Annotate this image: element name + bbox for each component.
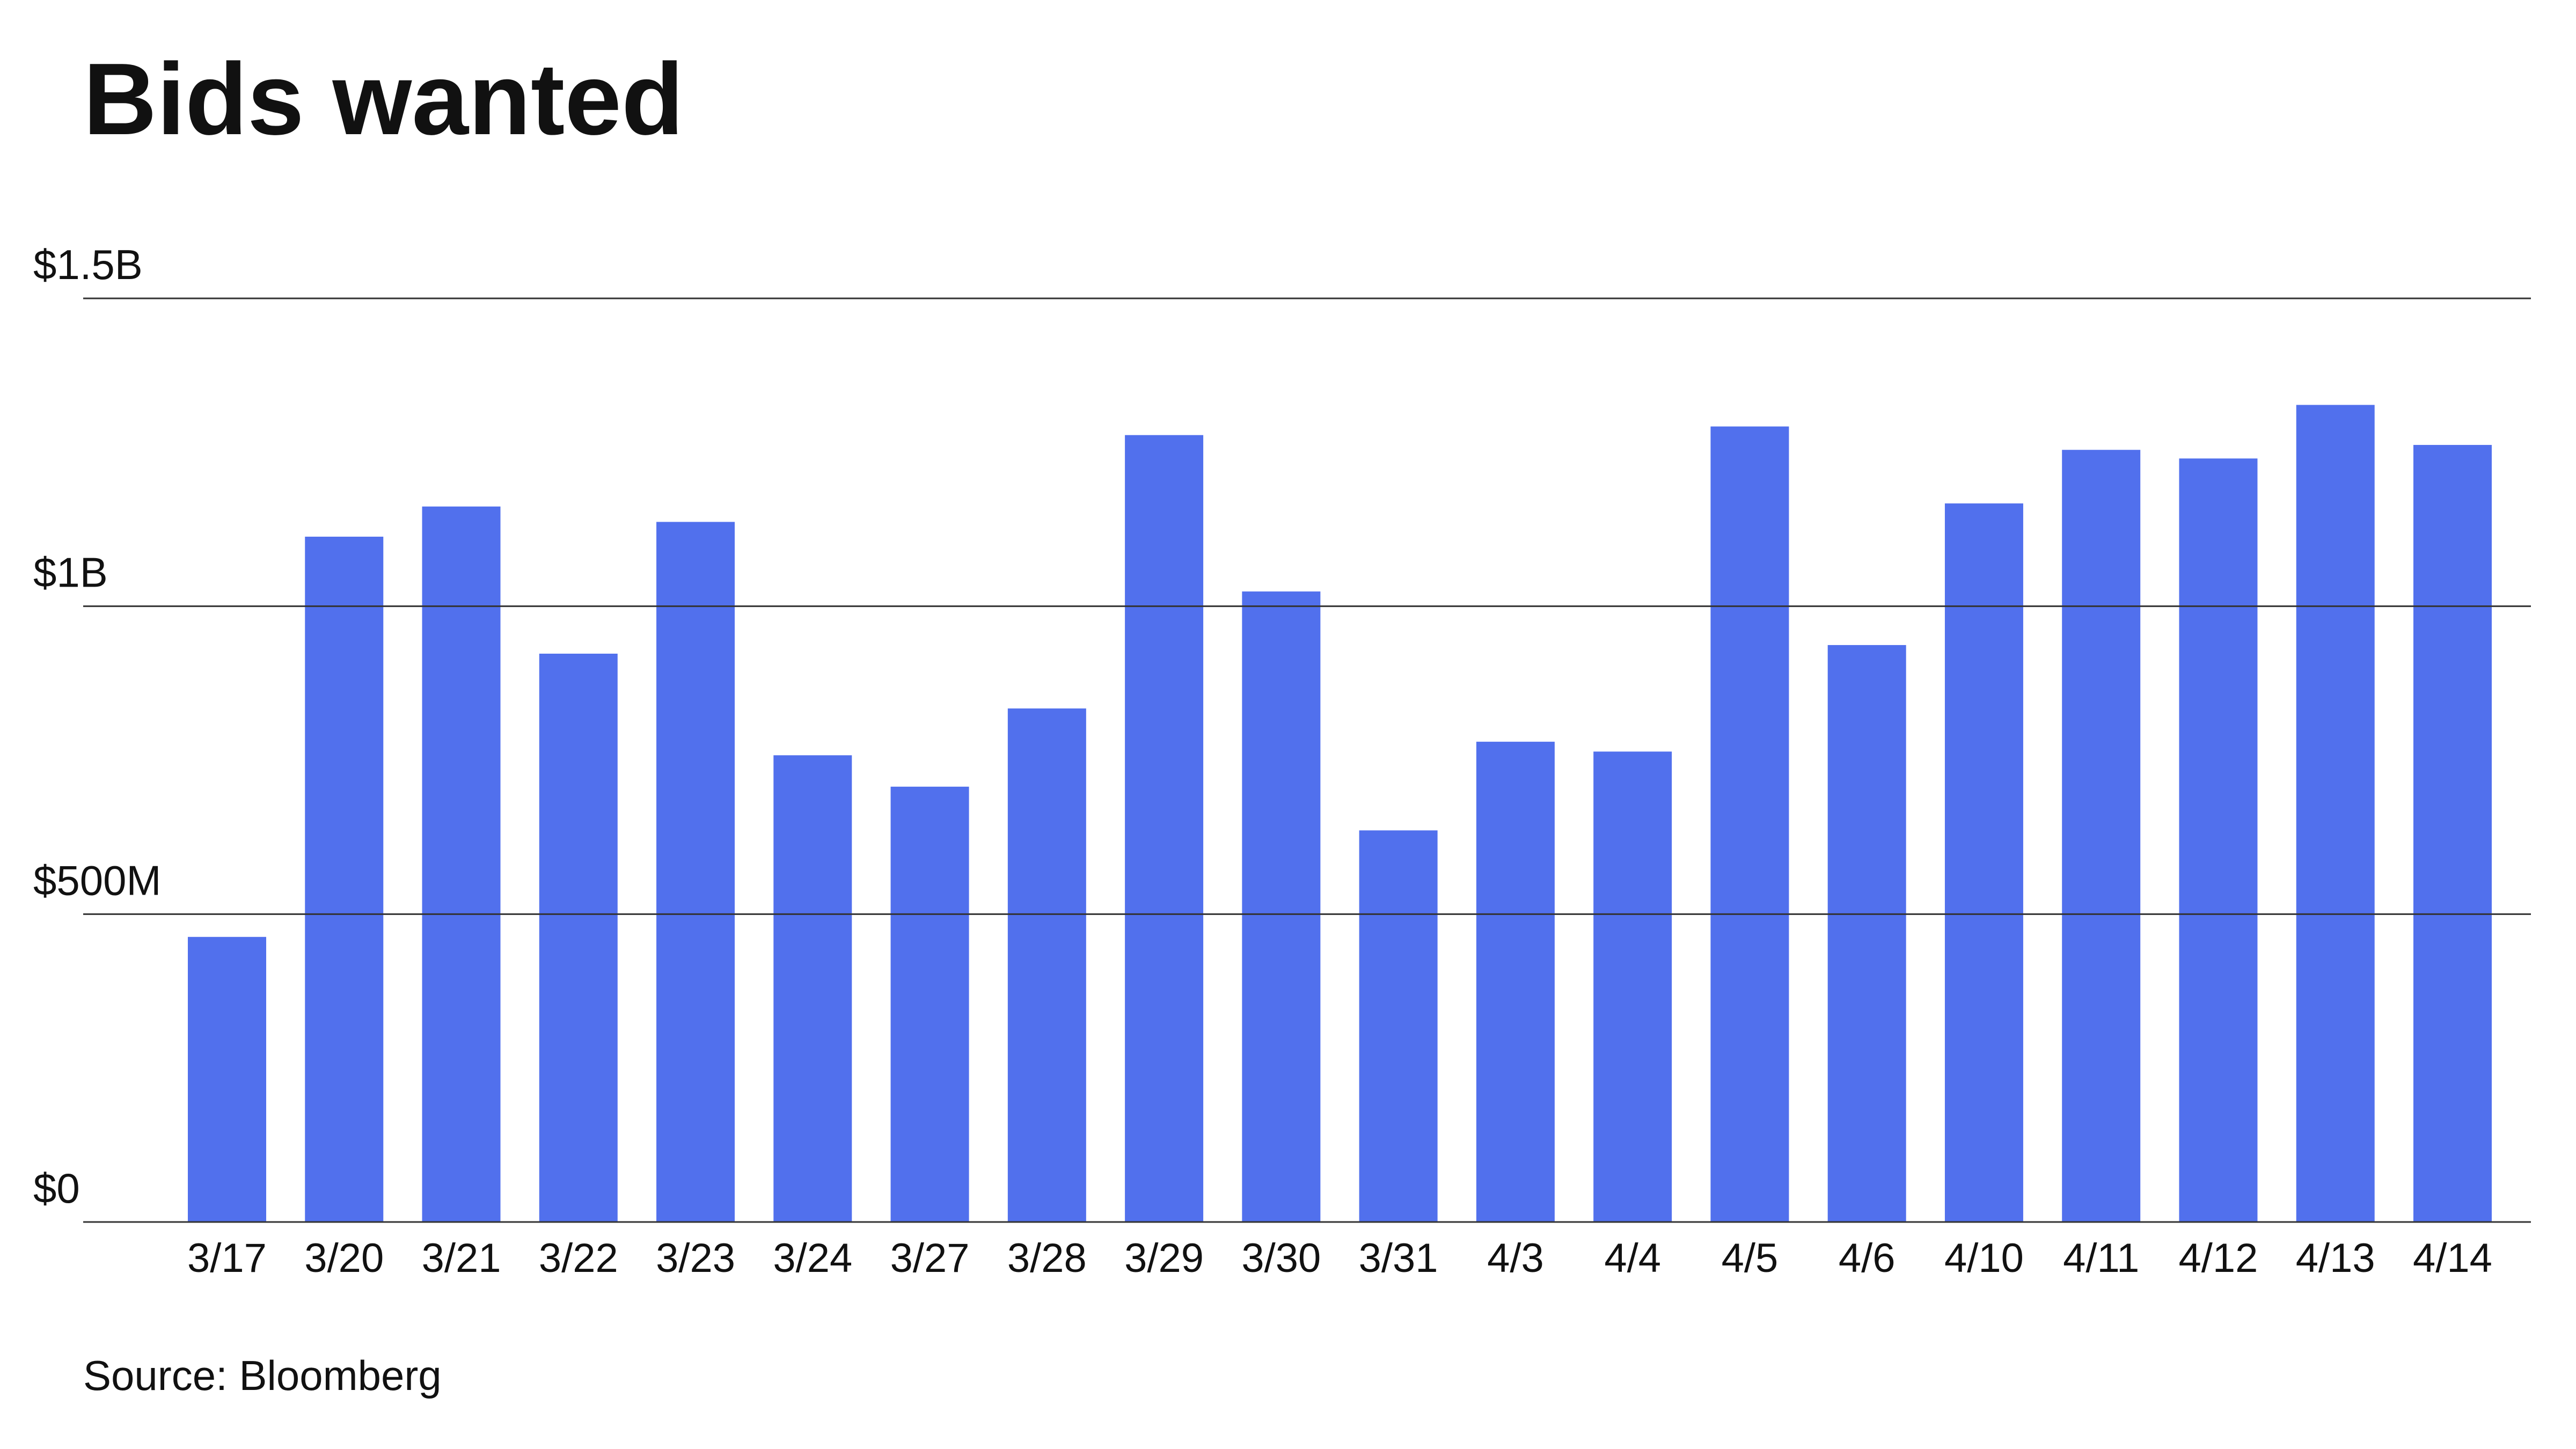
bar (1710, 426, 1789, 1223)
y-tick-label: $1B (33, 549, 108, 596)
bar (2413, 445, 2492, 1222)
bar (539, 654, 618, 1222)
y-tick-label: $1.5B (33, 241, 143, 288)
x-tick-label: 3/20 (304, 1235, 384, 1281)
x-tick-label: 4/13 (2296, 1235, 2375, 1281)
x-tick-label: 4/14 (2413, 1235, 2492, 1281)
bar (890, 786, 969, 1222)
bar (422, 506, 501, 1223)
x-tick-label: 3/31 (1359, 1235, 1438, 1281)
chart-title: Bids wanted (83, 42, 684, 156)
x-tick-label: 3/29 (1124, 1235, 1204, 1281)
x-tick-label: 4/5 (1722, 1235, 1779, 1281)
bar (1944, 503, 2023, 1222)
x-tick-label: 4/10 (1944, 1235, 2024, 1281)
x-tick-label: 3/17 (187, 1235, 267, 1281)
x-tick-label: 3/28 (1007, 1235, 1087, 1281)
bar (773, 755, 852, 1222)
x-tick-label: 4/6 (1839, 1235, 1896, 1281)
bar (2062, 450, 2141, 1222)
y-tick-label: $500M (33, 857, 162, 904)
bar (1007, 708, 1086, 1222)
x-tick-label: 3/30 (1241, 1235, 1321, 1281)
bar (188, 936, 266, 1222)
x-tick-label: 3/23 (656, 1235, 735, 1281)
x-tick-label: 3/21 (422, 1235, 501, 1281)
bar (2179, 458, 2258, 1222)
bar (305, 537, 384, 1222)
bar (1593, 751, 1672, 1222)
bar (656, 522, 735, 1223)
x-tick-label: 4/3 (1487, 1235, 1544, 1281)
bar (1125, 435, 1204, 1222)
x-tick-label: 3/24 (773, 1235, 852, 1281)
bar (1827, 645, 1906, 1222)
x-tick-label: 3/27 (890, 1235, 970, 1281)
source-note: Source: Bloomberg (83, 1352, 442, 1399)
x-tick-label: 4/11 (2063, 1235, 2139, 1281)
bar (1476, 742, 1555, 1222)
x-tick-label: 3/22 (539, 1235, 618, 1281)
bar (2296, 405, 2375, 1222)
bar (1359, 830, 1438, 1222)
x-tick-label: 4/4 (1604, 1235, 1661, 1281)
bar (1242, 591, 1321, 1222)
y-tick-label: $0 (33, 1165, 80, 1212)
x-tick-label: 4/12 (2179, 1235, 2258, 1281)
